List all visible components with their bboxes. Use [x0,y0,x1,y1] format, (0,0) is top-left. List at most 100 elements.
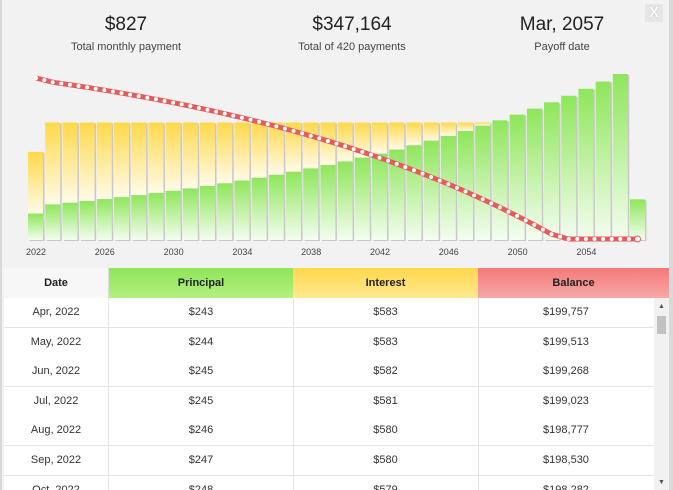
cell-date: Jul, 2022 [4,386,109,416]
header-interest: Interest [293,268,478,298]
cell-principal: $248 [109,475,294,490]
interest-bar [475,122,491,126]
balance-point [377,155,382,160]
principal-bar [62,202,78,240]
balance-point [162,98,167,103]
close-button[interactable]: X [645,4,663,22]
balance-point [325,138,330,143]
principal-bar [45,204,61,240]
balance-point [50,80,55,85]
principal-bar [286,171,301,240]
balance-point [446,182,451,187]
principal-bar [406,145,422,240]
balance-point [472,193,477,198]
balance-point [497,205,502,210]
x-tick-label: 2022 [26,247,46,257]
cell-balance: $199,023 [543,394,589,407]
cell-principal: $246 [109,416,294,446]
principal-bar [217,183,233,240]
balance-point [85,85,90,90]
balance-point [42,78,47,83]
principal-bar [303,168,319,240]
amortization-chart: 2022 2026 2030 2034 2038 2042 2046 2050 2054 [26,74,647,257]
principal-bar [630,199,645,240]
principal-bar [475,125,491,240]
balance-point [188,104,193,109]
table-row: Oct, 2022 $248 $579 $198,282 [4,475,654,490]
balance-point [102,88,107,93]
cell-date: May, 2022 [4,327,109,357]
table-row: Jul, 2022 $245 $581 $199,023 [4,386,654,417]
cell-interest: $582 [293,357,479,387]
table-body[interactable]: Apr, 2022 $243 $583 $199,757 May, 2022 $244 $5… [4,298,654,490]
principal-bar [114,197,129,240]
balance-point [34,76,38,80]
interest-bar [268,122,284,175]
principal-bar [200,185,215,240]
balance-point [532,222,537,227]
principal-bar [337,161,353,240]
balance-point [300,131,305,136]
scroll-down-arrow-icon[interactable]: ▼ [658,479,665,486]
balance-point [179,102,184,107]
balance-point [351,147,356,152]
balance-point [257,119,262,124]
principal-bar [595,81,611,240]
principal-bar [612,74,628,240]
table-row: Apr, 2022 $243 $583 $199,757 [4,298,654,328]
balance-point [282,126,287,131]
principal-bar [578,88,594,240]
header-date: Date [4,268,109,298]
principal-bar [131,195,147,240]
balance-point [420,171,425,176]
x-tick-label: 2034 [232,247,252,257]
header-balance: Balance [478,268,669,298]
x-tick-label: 2030 [164,247,184,257]
balance-point [437,178,442,183]
interest-bar [79,122,95,202]
interest-bar [286,122,301,172]
table-row: May, 2022 $244 $583 $199,513 [4,327,654,358]
balance-point [76,84,81,89]
principal-bar [372,153,387,240]
balance-point [463,189,468,194]
balance-point [248,117,253,122]
interest-bar [423,122,439,141]
principal-bar [234,180,250,240]
principal-bar [492,120,508,240]
balance-point [274,124,279,129]
interest-bar [251,122,267,178]
interest-bar [458,122,473,131]
balance-point [592,237,597,241]
balance-point [609,237,614,241]
interest-bar [372,122,387,154]
interest-bar [28,151,43,214]
payoff-date-stat: Mar, 2057 Payoff date [462,12,662,53]
interest-bar [131,122,147,196]
interest-bar [234,122,250,181]
principal-bar [320,164,336,240]
scroll-thumb[interactable] [657,316,666,334]
balance-point [128,92,133,97]
interest-bar [182,122,198,189]
total-payments-stat: $347,164 Total of 420 payments [252,12,452,53]
scroll-up-arrow-icon[interactable]: ▲ [658,303,665,310]
balance-point [136,94,141,99]
balance-point [145,95,150,100]
balance-point [583,237,588,241]
balance-point [171,100,176,105]
balance-point [93,86,98,91]
cell-balance: $198,777 [543,424,589,437]
balance-point [523,218,528,223]
balance-point [540,227,545,232]
balance-point [394,161,399,166]
interest-bar [406,122,422,146]
balance-point [343,144,348,149]
balance-point [368,152,373,157]
balance-point [558,234,563,239]
principal-bar [79,201,95,240]
table-scrollbar[interactable]: ▲ ▼ [654,298,669,490]
monthly-payment-value: $827 [104,14,148,35]
interest-bar [114,122,129,198]
